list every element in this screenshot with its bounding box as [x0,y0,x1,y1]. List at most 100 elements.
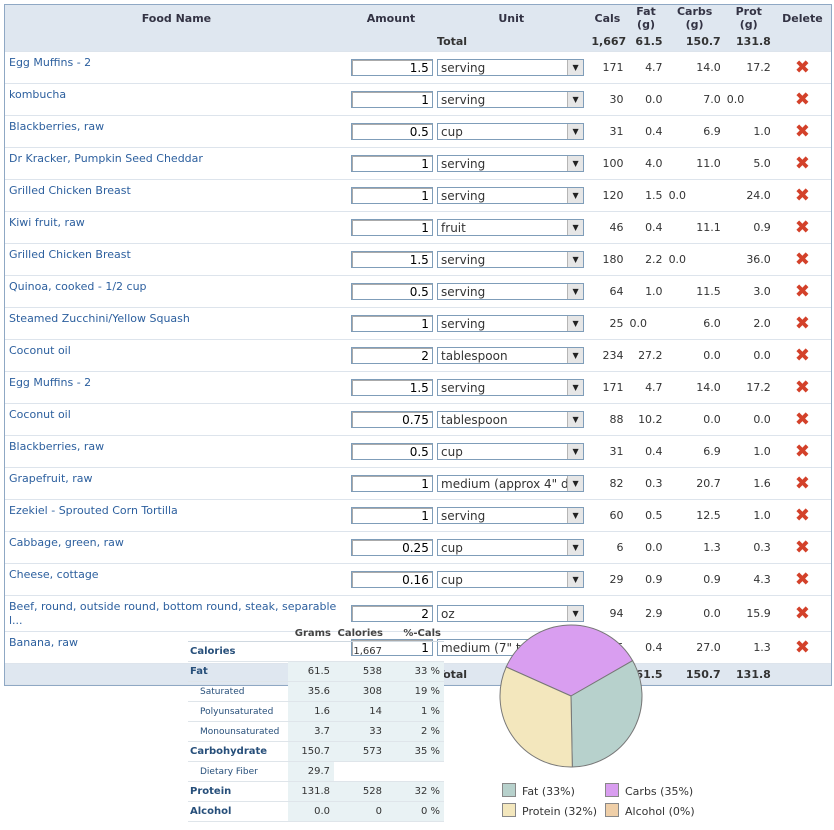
delete-x-icon[interactable]: ✖ [794,344,810,366]
amount-input[interactable] [350,91,433,108]
delete-x-icon[interactable]: ✖ [794,280,810,302]
delete-x-icon[interactable]: ✖ [794,248,810,270]
unit-dropdown[interactable]: tablespoon ▼ [437,347,585,364]
amount-input[interactable] [350,123,433,140]
delete-x-icon[interactable]: ✖ [794,636,810,658]
food-name-link[interactable]: Cheese, cottage [5,563,348,596]
amount-input[interactable] [350,475,433,492]
delete-x-icon[interactable]: ✖ [794,120,810,142]
amount-input[interactable] [350,59,433,76]
unit-dropdown[interactable]: tablespoon ▼ [437,411,585,428]
unit-dropdown[interactable]: serving ▼ [437,379,585,396]
amount-input[interactable] [350,187,433,204]
chevron-down-icon[interactable]: ▼ [567,540,584,555]
chevron-down-icon[interactable]: ▼ [567,412,584,427]
food-name-link[interactable]: Egg Muffins - 2 [5,51,348,84]
unit-dropdown[interactable]: serving ▼ [437,187,585,204]
delete-x-icon[interactable]: ✖ [794,440,810,462]
delete-x-icon[interactable]: ✖ [794,568,810,590]
chevron-down-icon[interactable]: ▼ [567,572,584,587]
prot-cell: 17.2 [723,371,774,404]
delete-x-icon[interactable]: ✖ [794,312,810,334]
unit-value: tablespoon [441,413,508,427]
food-name-link[interactable]: Quinoa, cooked - 1/2 cup [5,275,348,308]
food-name-link[interactable]: Blackberries, raw [5,435,348,468]
delete-x-icon[interactable]: ✖ [794,602,810,624]
unit-dropdown[interactable]: cup ▼ [437,571,585,588]
food-name-link[interactable]: Steamed Zucchini/Yellow Squash [5,307,348,340]
unit-dropdown[interactable]: serving ▼ [437,315,585,332]
delete-x-icon[interactable]: ✖ [794,152,810,174]
unit-value: fruit [441,221,466,235]
chevron-down-icon[interactable]: ▼ [567,444,584,459]
food-name-link[interactable]: Kiwi fruit, raw [5,211,348,244]
delete-x-icon[interactable]: ✖ [794,184,810,206]
amount-input[interactable] [350,539,433,556]
delete-x-icon[interactable]: ✖ [794,472,810,494]
unit-dropdown[interactable]: serving ▼ [437,507,585,524]
unit-dropdown[interactable]: cup ▼ [437,123,585,140]
amount-cell [347,51,435,84]
food-name-link[interactable]: Grilled Chicken Breast [5,179,348,212]
chevron-down-icon[interactable]: ▼ [567,156,584,171]
amount-input[interactable] [350,219,433,236]
chevron-down-icon[interactable]: ▼ [567,92,584,107]
delete-x-icon[interactable]: ✖ [794,536,810,558]
food-name-link[interactable]: Grapefruit, raw [5,467,348,500]
amount-input[interactable] [350,411,433,428]
delete-x-icon[interactable]: ✖ [794,56,810,78]
amount-input[interactable] [350,283,433,300]
chevron-down-icon[interactable]: ▼ [567,606,584,621]
unit-dropdown[interactable]: oz ▼ [437,605,585,622]
chevron-down-icon[interactable]: ▼ [567,476,584,491]
food-name-link[interactable]: Egg Muffins - 2 [5,371,348,404]
amount-input[interactable] [350,443,433,460]
food-name-link[interactable]: Coconut oil [5,403,348,436]
nutrition-calories: 573 [334,741,386,762]
delete-x-icon[interactable]: ✖ [794,408,810,430]
food-name-link[interactable]: Grilled Chicken Breast [5,243,348,276]
unit-dropdown[interactable]: medium (approx 4" dia ▼ [437,475,585,492]
food-name-link[interactable]: Coconut oil [5,339,348,372]
unit-dropdown[interactable]: cup ▼ [437,443,585,460]
chevron-down-icon[interactable]: ▼ [567,348,584,363]
chevron-down-icon[interactable]: ▼ [567,380,584,395]
food-name-link[interactable]: Dr Kracker, Pumpkin Seed Cheddar [5,147,348,180]
delete-x-icon[interactable]: ✖ [794,376,810,398]
food-name-link[interactable]: Blackberries, raw [5,115,348,148]
chevron-down-icon[interactable]: ▼ [567,188,584,203]
amount-input[interactable] [350,155,433,172]
delete-x-icon[interactable]: ✖ [794,88,810,110]
chevron-down-icon[interactable]: ▼ [567,316,584,331]
unit-dropdown[interactable]: fruit ▼ [437,219,585,236]
unit-dropdown[interactable]: serving ▼ [437,91,585,108]
delete-cell: ✖ [773,115,831,148]
amount-input[interactable] [350,315,433,332]
chevron-down-icon[interactable]: ▼ [567,508,584,523]
amount-input[interactable] [350,605,433,622]
unit-dropdown[interactable]: serving ▼ [437,155,585,172]
chevron-down-icon[interactable]: ▼ [567,124,584,139]
delete-cell: ✖ [773,631,831,664]
unit-dropdown[interactable]: serving ▼ [437,59,585,76]
amount-input[interactable] [350,379,433,396]
food-name-link[interactable]: Ezekiel - Sprouted Corn Tortilla [5,499,348,532]
carbs-cell: 12.5 [665,499,724,532]
amount-input[interactable] [350,347,433,364]
food-name-link[interactable]: Cabbage, green, raw [5,531,348,564]
unit-dropdown[interactable]: cup ▼ [437,539,585,556]
food-name-link[interactable]: kombucha [5,83,348,116]
chevron-down-icon[interactable]: ▼ [567,60,584,75]
amount-input[interactable] [350,507,433,524]
amount-input[interactable] [350,571,433,588]
chevron-down-icon[interactable]: ▼ [567,220,584,235]
table-row: Grapefruit, rawmedium (approx 4" dia▼820… [5,467,831,500]
chevron-down-icon[interactable]: ▼ [567,284,584,299]
delete-x-icon[interactable]: ✖ [794,216,810,238]
carbs-cell: 11.1 [665,211,724,244]
delete-x-icon[interactable]: ✖ [794,504,810,526]
chevron-down-icon[interactable]: ▼ [567,252,584,267]
unit-dropdown[interactable]: serving ▼ [437,251,585,268]
unit-dropdown[interactable]: serving ▼ [437,283,585,300]
amount-input[interactable] [350,251,433,268]
